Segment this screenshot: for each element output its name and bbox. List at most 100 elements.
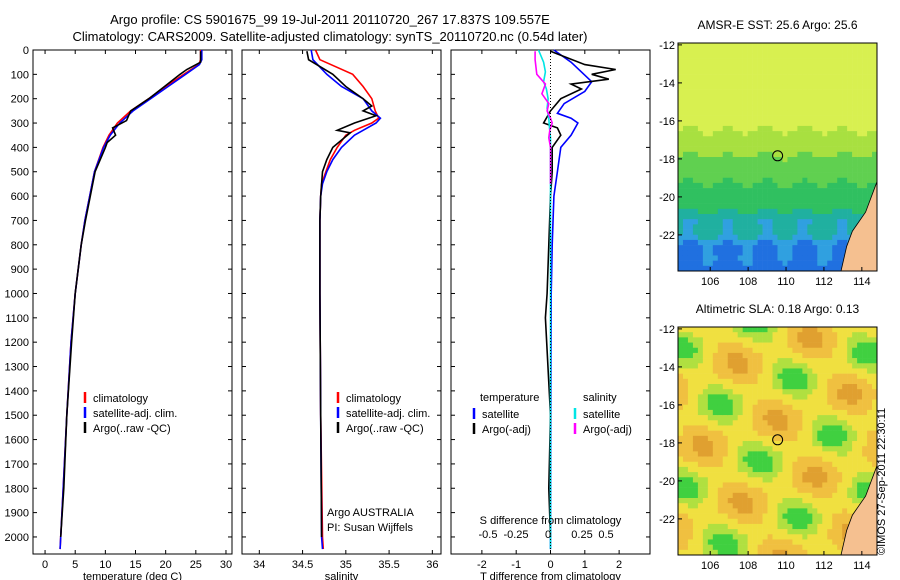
temperature-ytick-label: 900: [11, 264, 29, 276]
difference-salinity-legend-label: satellite: [583, 409, 620, 421]
sla-map-ytick-label: -18: [659, 438, 675, 450]
sla-map-ytick-label: -22: [659, 514, 675, 526]
sla-map-xtick-label: 110: [777, 560, 795, 572]
difference-legend-title-salinity: salinity: [583, 392, 617, 404]
sla-map-ytick-label: -20: [659, 476, 675, 488]
sla-map-ytick-label: -14: [659, 362, 675, 374]
sla-map-argo-marker: [772, 434, 784, 446]
temperature-series-argo-raw-qc-: [59, 51, 202, 538]
sla-map-xtick-label: 112: [815, 560, 833, 572]
difference-xtick-label: -2: [477, 559, 487, 571]
temperature-xtick-label: 20: [160, 559, 172, 571]
sst-map-xtick-label: 114: [853, 276, 871, 288]
temperature-xtick-label: 15: [129, 559, 141, 571]
salinity-xtick-label: 34.5: [292, 559, 313, 571]
sst-map-ytick-label: -22: [659, 230, 675, 242]
difference-s-tick-label: 0: [545, 529, 551, 541]
temperature-ytick-label: 1900: [5, 508, 29, 520]
imos-timestamp: ©IMOS 27-Sep-2011 22:30:11: [876, 407, 888, 555]
figure-title-line1: Argo profile: CS 5901675_99 19-Jul-2011 …: [110, 12, 550, 27]
temperature-axes-frame: [32, 49, 233, 555]
sla-map-frame: [677, 326, 878, 556]
temperature-xtick-label: 30: [220, 559, 232, 571]
salinity-xlabel: salinity: [325, 571, 359, 580]
sla-map-title: Altimetric SLA: 0.18 Argo: 0.13: [696, 302, 860, 316]
salinity-annotation-operator: Argo AUSTRALIA: [327, 507, 414, 519]
temperature-legend-label: climatology: [93, 393, 149, 405]
sla-map-xtick-label: 114: [853, 560, 871, 572]
salinity-xtick-label: 34: [253, 559, 265, 571]
difference-temperature-legend-label: satellite: [482, 409, 519, 421]
sst-map-ytick-label: -12: [659, 40, 675, 52]
difference-series-s-satellite: [537, 49, 552, 550]
temperature-ytick-label: 1300: [5, 362, 29, 374]
sla-map-xtick-label: 106: [701, 560, 719, 572]
salinity-legend-label: Argo(..raw -QC): [346, 423, 424, 435]
sst-map-xtick-label: 112: [815, 276, 833, 288]
difference-s-tick-label: -0.5: [479, 529, 498, 541]
temperature-ytick-label: 2000: [5, 532, 29, 544]
sst-map-frame: [677, 42, 878, 272]
sla-map-ytick-label: -16: [659, 400, 675, 412]
temperature-xtick-label: 25: [190, 559, 202, 571]
salinity-legend-label: satellite-adj. clim.: [346, 408, 430, 420]
temperature-legend-label: satellite-adj. clim.: [93, 408, 177, 420]
difference-xlabel: T difference from climatology: [480, 571, 621, 580]
temperature-ytick-label: 600: [11, 191, 29, 203]
salinity-xtick-label: 35.5: [378, 559, 399, 571]
temperature-ytick-label: 0: [23, 45, 29, 57]
difference-series-t-argo-adj-: [542, 50, 616, 538]
sla-map-ytick-label: -12: [659, 324, 675, 336]
difference-xtick-label: 1: [582, 559, 588, 571]
difference-xtick-label: -1: [511, 559, 521, 571]
sst-map-ytick-label: -18: [659, 154, 675, 166]
sst-map-ytick-label: -14: [659, 78, 675, 90]
sst-map-argo-marker: [772, 150, 784, 162]
salinity-xtick-label: 36: [426, 559, 438, 571]
temperature-ytick-label: 1000: [5, 288, 29, 300]
difference-s-tick-label: -0.25: [503, 529, 528, 541]
temperature-ytick-label: 1800: [5, 483, 29, 495]
temperature-ytick-label: 200: [11, 94, 29, 106]
difference-xtick-label: 0: [547, 559, 553, 571]
temperature-ytick-label: 100: [11, 69, 29, 81]
salinity-series-argo-raw-qc-: [306, 51, 379, 538]
salinity-axes-frame: [241, 49, 442, 555]
salinity-legend-label: climatology: [346, 393, 402, 405]
difference-s-tick-label: 0.25: [571, 529, 592, 541]
temperature-xtick-label: 10: [99, 559, 111, 571]
temperature-ytick-label: 1400: [5, 386, 29, 398]
difference-temperature-legend-label: Argo(-adj): [482, 424, 531, 436]
temperature-ytick-label: 1500: [5, 410, 29, 422]
temperature-ytick-label: 1100: [5, 313, 29, 325]
difference-s-tick-label: 0.5: [598, 529, 613, 541]
sst-map-ytick-label: -16: [659, 116, 675, 128]
temperature-ytick-label: 800: [11, 240, 29, 252]
temperature-ytick-label: 1700: [5, 459, 29, 471]
difference-series-t-satellite: [549, 49, 593, 550]
sst-map-ytick-label: -20: [659, 192, 675, 204]
difference-xtick-label: 2: [616, 559, 622, 571]
sst-map-field: [678, 43, 878, 272]
sst-map-xtick-label: 110: [777, 276, 795, 288]
temperature-legend-label: Argo(..raw -QC): [93, 423, 171, 435]
temperature-xlabel: temperature (deg C): [83, 571, 182, 580]
sla-map-field: [678, 327, 878, 556]
difference-legend-title-temperature: temperature: [480, 392, 539, 404]
difference-salinity-legend-label: Argo(-adj): [583, 424, 632, 436]
salinity-xtick-label: 35: [340, 559, 352, 571]
difference-s-xlabel: S difference from climatology: [480, 515, 622, 527]
sst-map-title: AMSR-E SST: 25.6 Argo: 25.6: [697, 18, 857, 32]
sst-map-xtick-label: 108: [739, 276, 757, 288]
temperature-ytick-label: 300: [11, 118, 29, 130]
sla-map-xtick-label: 108: [739, 560, 757, 572]
temperature-ytick-label: 1200: [5, 337, 29, 349]
figure-title-line2: Climatology: CARS2009. Satellite-adjuste…: [72, 29, 588, 44]
sst-map-xtick-label: 106: [701, 276, 719, 288]
temperature-ytick-label: 500: [11, 167, 29, 179]
temperature-ytick-label: 400: [11, 142, 29, 154]
temperature-xtick-label: 0: [42, 559, 48, 571]
temperature-xtick-label: 5: [72, 559, 78, 571]
salinity-annotation-pi: PI: Susan Wijffels: [327, 522, 413, 534]
